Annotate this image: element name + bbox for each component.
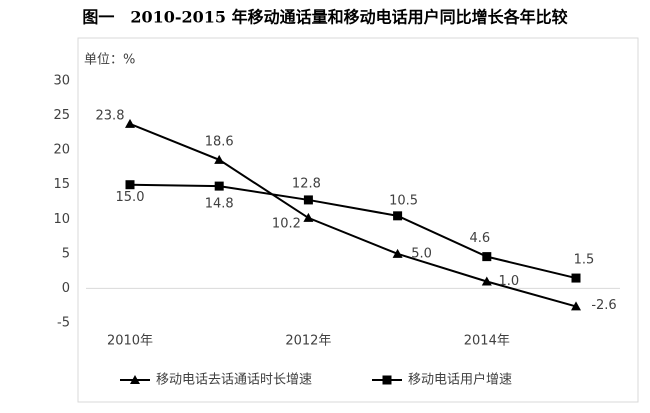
x-tick-label: 2014年 bbox=[464, 334, 510, 349]
data-label: 10.2 bbox=[272, 216, 301, 231]
y-tick-label: 5 bbox=[62, 246, 70, 261]
point-marker bbox=[392, 248, 403, 258]
x-tick-label: 2012年 bbox=[285, 334, 331, 349]
data-label: 1.0 bbox=[498, 274, 519, 289]
data-label: 10.5 bbox=[389, 193, 418, 208]
data-label: -2.6 bbox=[591, 298, 616, 313]
point-marker bbox=[571, 273, 581, 283]
y-tick-label: 25 bbox=[53, 108, 70, 123]
point-marker bbox=[571, 301, 581, 311]
legend-label: 移动电话用户增速 bbox=[408, 372, 512, 388]
point-marker bbox=[214, 181, 224, 191]
point-marker bbox=[303, 212, 314, 222]
data-label: 18.6 bbox=[205, 134, 234, 149]
legend-label: 移动电话去话通话时长增速 bbox=[156, 373, 312, 388]
point-marker bbox=[130, 375, 140, 384]
y-tick-label: -5 bbox=[57, 316, 70, 331]
series-line bbox=[129, 183, 577, 280]
y-tick-label: 10 bbox=[53, 212, 70, 227]
data-label: 14.8 bbox=[205, 197, 234, 212]
data-label: 23.8 bbox=[96, 108, 125, 123]
point-marker bbox=[125, 180, 135, 190]
point-marker bbox=[393, 211, 403, 221]
x-tick-label: 2010年 bbox=[107, 334, 153, 349]
data-label: 12.8 bbox=[292, 176, 321, 191]
data-label: 15.0 bbox=[116, 190, 145, 205]
y-tick-label: 30 bbox=[53, 74, 70, 89]
unit-label: 单位：% bbox=[84, 53, 135, 68]
point-marker bbox=[125, 118, 135, 128]
point-marker bbox=[214, 154, 225, 164]
data-label: 4.6 bbox=[469, 231, 490, 246]
chart-title: 图一 2010-2015 年移动通话量和移动电话用户同比增长各年比较 bbox=[82, 8, 567, 27]
point-marker bbox=[303, 195, 313, 205]
point-marker bbox=[482, 252, 492, 262]
chart-frame bbox=[77, 37, 639, 403]
y-tick-label: 0 bbox=[62, 281, 70, 296]
data-label: 1.5 bbox=[574, 253, 595, 268]
y-tick-label: 20 bbox=[53, 143, 70, 158]
data-label: 5.0 bbox=[411, 246, 432, 261]
point-marker bbox=[382, 375, 392, 385]
y-tick-label: 15 bbox=[53, 177, 70, 192]
point-marker bbox=[481, 276, 492, 286]
series-line bbox=[129, 122, 577, 308]
